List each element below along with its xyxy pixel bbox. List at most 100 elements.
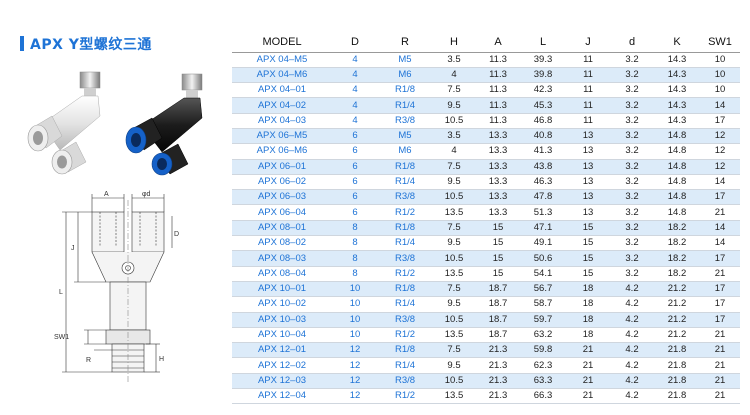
cell-j: 13 (566, 189, 610, 206)
cell-d: 6 (332, 204, 378, 221)
cell-j: 13 (566, 143, 610, 160)
cell-a: 15 (476, 235, 520, 252)
cell-j: 15 (566, 235, 610, 252)
cell-d: 6 (332, 174, 378, 191)
cell-model: APX 12–04 (232, 388, 332, 405)
cell-d: 4.2 (610, 342, 654, 359)
cell-k: 14.8 (654, 189, 700, 206)
cell-k: 21.2 (654, 296, 700, 313)
cell-a: 11.3 (476, 113, 520, 129)
cell-j: 13 (566, 159, 610, 175)
cell-d: 4 (332, 113, 378, 129)
cell-j: 18 (566, 281, 610, 298)
cell-k: 14.3 (654, 52, 700, 68)
cell-h: 13.5 (432, 204, 476, 221)
label-r: R (86, 357, 91, 364)
cell-model: APX 08–02 (232, 235, 332, 252)
cell-r: R3/8 (378, 113, 432, 129)
cell-d: 4.2 (610, 327, 654, 344)
cell-a: 13.3 (476, 174, 520, 191)
cell-h: 10.5 (432, 250, 476, 267)
table-row: APX 04–01 4 R1/8 7.5 11.3 42.3 11 3.2 14.3 10 (232, 82, 740, 99)
cell-h: 10.5 (432, 373, 476, 390)
cell-r: M5 (378, 128, 432, 145)
page-title: APX Y型螺纹三通 (30, 37, 152, 53)
label-h: H (159, 356, 164, 363)
column-header-a: A (476, 32, 520, 53)
cell-k: 21.8 (654, 342, 700, 359)
cell-d: 3.2 (610, 128, 654, 145)
table-row: APX 08–01 8 R1/8 7.5 15 47.1 15 3.2 18.2 14 (232, 220, 740, 237)
cell-d: 6 (332, 159, 378, 175)
cell-d: 8 (332, 266, 378, 282)
table-row: APX 06–03 6 R3/8 10.5 13.3 47.8 13 3.2 14.8 17 (232, 189, 740, 206)
cell-sw1: 21 (700, 342, 740, 359)
cell-h: 4 (432, 143, 476, 160)
cell-j: 11 (566, 52, 610, 68)
label-j: J (71, 245, 75, 252)
column-header-sw1: SW1 (700, 32, 740, 53)
cell-h: 9.5 (432, 357, 476, 374)
cell-j: 18 (566, 327, 610, 344)
cell-j: 11 (566, 67, 610, 84)
cell-model: APX 08–04 (232, 266, 332, 282)
cell-sw1: 17 (700, 281, 740, 298)
cell-k: 21.8 (654, 373, 700, 390)
table-row: APX 10–01 10 R1/8 7.5 18.7 56.7 18 4.2 21.2 17 (232, 281, 740, 298)
cell-h: 3.5 (432, 52, 476, 68)
cell-a: 11.3 (476, 52, 520, 68)
cell-l: 63.3 (520, 373, 566, 390)
table-row: APX 08–04 8 R1/2 13.5 15 54.1 15 3.2 18.2 21 (232, 266, 740, 282)
cell-k: 14.8 (654, 159, 700, 175)
table-row: APX 10–02 10 R1/4 9.5 18.7 58.7 18 4.2 21.2 17 (232, 296, 740, 313)
cell-d: 4.2 (610, 388, 654, 405)
cell-l: 58.7 (520, 296, 566, 313)
cell-model: APX 08–01 (232, 220, 332, 237)
cell-r: R1/8 (378, 82, 432, 99)
cell-r: R1/2 (378, 388, 432, 405)
cell-a: 13.3 (476, 204, 520, 221)
cell-d: 8 (332, 220, 378, 237)
cell-a: 13.3 (476, 143, 520, 160)
cell-k: 14.8 (654, 174, 700, 191)
cell-sw1: 14 (700, 220, 740, 237)
cell-d: 6 (332, 128, 378, 145)
cell-l: 66.3 (520, 388, 566, 405)
label-sw: SW1 (54, 334, 69, 341)
cell-h: 9.5 (432, 296, 476, 313)
cell-k: 21.8 (654, 388, 700, 405)
table-row: APX 06–04 6 R1/2 13.5 13.3 51.3 13 3.2 14.8 21 (232, 204, 740, 221)
table-row: APX 06–02 6 R1/4 9.5 13.3 46.3 13 3.2 14.8 14 (232, 174, 740, 191)
cell-d: 4 (332, 52, 378, 68)
table-row: APX 06–M6 6 M6 4 13.3 41.3 13 3.2 14.8 12 (232, 143, 740, 160)
cell-l: 59.7 (520, 312, 566, 328)
cell-d: 12 (332, 373, 378, 390)
cell-a: 21.3 (476, 388, 520, 405)
cell-model: APX 12–01 (232, 342, 332, 359)
table-body: APX 04–M5 4 M5 3.5 11.3 39.3 11 3.2 14.3 10 APX 04… (232, 52, 740, 405)
table-row: APX 04–03 4 R3/8 10.5 11.3 46.8 11 3.2 14.3 17 (232, 113, 740, 129)
cell-model: APX 08–03 (232, 250, 332, 267)
cell-j: 15 (566, 220, 610, 237)
cell-sw1: 10 (700, 52, 740, 68)
cell-d: 3.2 (610, 189, 654, 206)
black-fitting (125, 73, 203, 176)
table-row: APX 04–M5 4 M5 3.5 11.3 39.3 11 3.2 14.3 10 (232, 52, 740, 68)
cell-j: 18 (566, 296, 610, 313)
table-row: APX 10–03 10 R3/8 10.5 18.7 59.7 18 4.2 21.2 17 (232, 312, 740, 328)
cell-l: 46.8 (520, 113, 566, 129)
table-row: APX 06–01 6 R1/8 7.5 13.3 43.8 13 3.2 14.8 12 (232, 159, 740, 175)
label-l: L (59, 289, 63, 296)
cell-a: 21.3 (476, 357, 520, 374)
cell-d: 8 (332, 250, 378, 267)
cell-l: 50.6 (520, 250, 566, 267)
fitting-photo-icon (27, 71, 203, 176)
cell-r: R1/4 (378, 235, 432, 252)
cell-h: 10.5 (432, 312, 476, 328)
cell-k: 21.2 (654, 281, 700, 298)
cell-sw1: 14 (700, 174, 740, 191)
table-row: APX 12–03 12 R3/8 10.5 21.3 63.3 21 4.2 21.8 21 (232, 373, 740, 390)
cell-j: 21 (566, 373, 610, 390)
cell-r: R1/8 (378, 342, 432, 359)
cell-d: 3.2 (610, 67, 654, 84)
